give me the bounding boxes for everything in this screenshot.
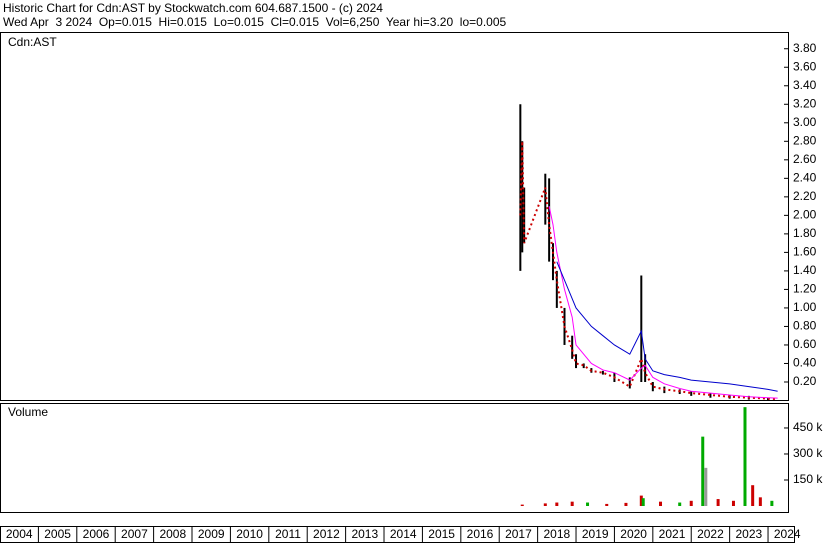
- y-tick-label: 3.20: [793, 96, 817, 110]
- y-tick-label: 2.20: [793, 189, 817, 203]
- volume-panel: [0, 403, 789, 513]
- series-line: [548, 206, 778, 399]
- y-tick-label: 450 k: [793, 420, 823, 434]
- x-tick-label: 2005: [44, 527, 71, 541]
- y-tick-label: 150 k: [793, 472, 823, 486]
- x-tick-label: 2023: [735, 527, 762, 541]
- x-tick-label: 2011: [275, 527, 301, 541]
- y-tick-label: 1.80: [793, 226, 817, 240]
- volume-bar: [716, 499, 720, 506]
- y-tick-label: 1.00: [793, 300, 817, 314]
- y-tick-label: 2.80: [793, 133, 817, 147]
- volume-bar: [555, 502, 559, 506]
- volume-bar: [751, 485, 755, 506]
- volume-bar: [543, 503, 547, 506]
- volume-bar: [704, 467, 708, 506]
- x-tick-label: 2007: [121, 527, 148, 541]
- x-tick-label: 2008: [159, 527, 186, 541]
- price-panel: [0, 32, 789, 401]
- volume-bar: [570, 501, 574, 506]
- x-tick-label: 2015: [428, 527, 455, 541]
- x-tick-label: 2021: [659, 527, 686, 541]
- panel-title: Cdn:AST: [8, 35, 57, 49]
- x-tick-label: 2019: [582, 527, 609, 541]
- series-line: [556, 261, 778, 392]
- x-tick-label: 2004: [6, 527, 33, 541]
- y-tick-label: 2.40: [793, 171, 817, 185]
- x-tick-label: 2016: [467, 527, 494, 541]
- header-line: Wed Apr 3 2024 Op=0.015 Hi=0.015 Lo=0.01…: [3, 15, 507, 29]
- x-tick-label: 2024: [774, 527, 801, 541]
- y-tick-label: 3.60: [793, 59, 817, 73]
- y-tick-label: 2.60: [793, 152, 817, 166]
- x-tick-label: 2006: [83, 527, 110, 541]
- x-tick-label: 2020: [620, 527, 647, 541]
- header-line: Historic Chart for Cdn:AST by Stockwatch…: [3, 1, 383, 15]
- volume-bar: [743, 407, 747, 506]
- y-tick-label: 0.60: [793, 337, 817, 351]
- x-tick-label: 2014: [390, 527, 417, 541]
- panel-title: Volume: [8, 405, 48, 419]
- volume-bar: [641, 498, 645, 506]
- volume-bar: [605, 503, 609, 506]
- volume-bar: [770, 500, 774, 506]
- volume-bar: [758, 497, 762, 506]
- y-tick-label: 3.40: [793, 78, 817, 92]
- y-tick-label: 0.80: [793, 319, 817, 333]
- y-tick-label: 1.40: [793, 263, 817, 277]
- x-tick-label: 2022: [697, 527, 724, 541]
- volume-bar: [639, 495, 643, 506]
- volume-bar: [731, 500, 735, 506]
- x-tick-label: 2009: [198, 527, 225, 541]
- volume-bar: [659, 501, 663, 506]
- x-tick-label: 2010: [236, 527, 263, 541]
- y-tick-label: 300 k: [793, 446, 823, 460]
- y-tick-label: 1.20: [793, 282, 817, 296]
- series-line: [519, 141, 778, 401]
- x-tick-label: 2017: [505, 527, 532, 541]
- volume-bar: [624, 502, 628, 506]
- volume-bar: [586, 502, 590, 506]
- y-tick-label: 3.80: [793, 41, 817, 55]
- volume-bar: [701, 436, 705, 506]
- y-tick-label: 0.40: [793, 356, 817, 370]
- y-tick-label: 2.00: [793, 208, 817, 222]
- volume-bar: [689, 500, 693, 506]
- x-tick-label: 2012: [313, 527, 340, 541]
- x-tick-label: 2018: [543, 527, 570, 541]
- x-tick-label: 2013: [351, 527, 378, 541]
- y-tick-label: 3.00: [793, 115, 817, 129]
- y-tick-label: 0.20: [793, 374, 817, 388]
- volume-bar: [520, 504, 524, 506]
- volume-bar: [678, 502, 682, 506]
- y-tick-label: 1.60: [793, 245, 817, 259]
